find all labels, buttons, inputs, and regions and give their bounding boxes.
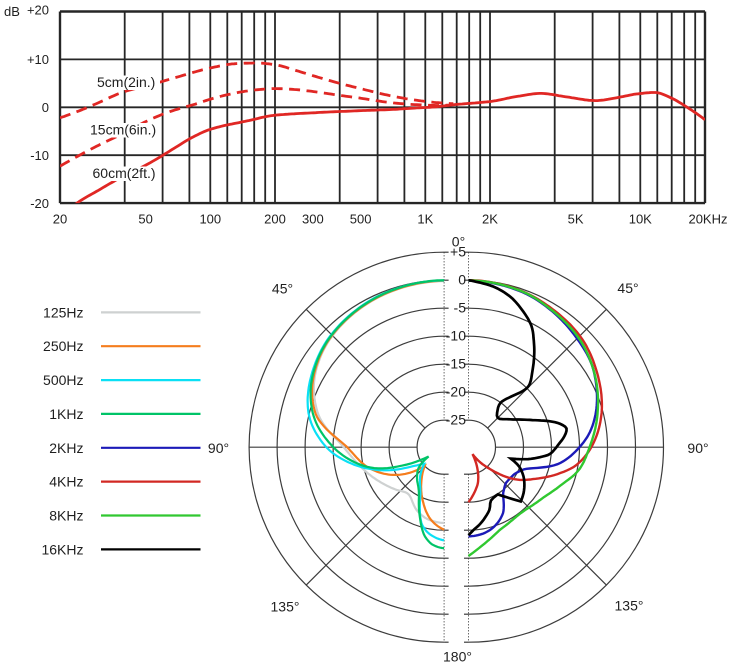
svg-text:0°: 0° <box>452 234 465 250</box>
svg-text:0: 0 <box>458 271 466 287</box>
svg-text:50: 50 <box>138 212 152 227</box>
svg-text:20KHz: 20KHz <box>688 212 727 227</box>
svg-text:135°: 135° <box>615 598 644 614</box>
svg-text:1KHz: 1KHz <box>49 406 83 422</box>
svg-text:1K: 1K <box>417 212 433 227</box>
svg-text:-25: -25 <box>446 411 466 427</box>
svg-text:300: 300 <box>302 212 324 227</box>
svg-text:500: 500 <box>350 212 372 227</box>
svg-text:-15: -15 <box>446 355 466 371</box>
svg-text:-5: -5 <box>454 299 467 315</box>
svg-text:250Hz: 250Hz <box>43 338 83 354</box>
svg-text:90°: 90° <box>687 440 708 456</box>
svg-text:180°: 180° <box>443 649 472 664</box>
svg-text:+5: +5 <box>450 243 466 259</box>
svg-text:2K: 2K <box>482 212 498 227</box>
svg-text:5K: 5K <box>568 212 584 227</box>
svg-text:-20: -20 <box>30 196 49 211</box>
svg-text:-10: -10 <box>30 148 49 163</box>
svg-text:100: 100 <box>199 212 221 227</box>
svg-text:125Hz: 125Hz <box>43 304 83 320</box>
svg-text:-20: -20 <box>446 383 466 399</box>
svg-text:5cm(2in.): 5cm(2in.) <box>97 74 155 90</box>
svg-text:20: 20 <box>53 212 67 227</box>
svg-text:0: 0 <box>42 100 49 115</box>
svg-text:4KHz: 4KHz <box>49 474 83 490</box>
svg-text:8KHz: 8KHz <box>49 508 83 524</box>
svg-text:15cm(6in.): 15cm(6in.) <box>90 122 156 138</box>
svg-text:60cm(2ft.): 60cm(2ft.) <box>93 165 156 181</box>
svg-text:+20: +20 <box>27 3 49 18</box>
svg-text:+10: +10 <box>27 52 49 67</box>
svg-text:dB: dB <box>4 4 20 19</box>
svg-text:10K: 10K <box>629 212 652 227</box>
svg-text:-10: -10 <box>446 327 466 343</box>
svg-text:2KHz: 2KHz <box>49 440 83 456</box>
svg-text:45°: 45° <box>617 280 638 296</box>
svg-text:135°: 135° <box>271 599 300 615</box>
svg-text:90°: 90° <box>208 440 229 456</box>
svg-text:45°: 45° <box>272 281 293 297</box>
svg-text:200: 200 <box>264 212 286 227</box>
svg-text:16KHz: 16KHz <box>41 541 83 557</box>
svg-text:500Hz: 500Hz <box>43 372 83 388</box>
